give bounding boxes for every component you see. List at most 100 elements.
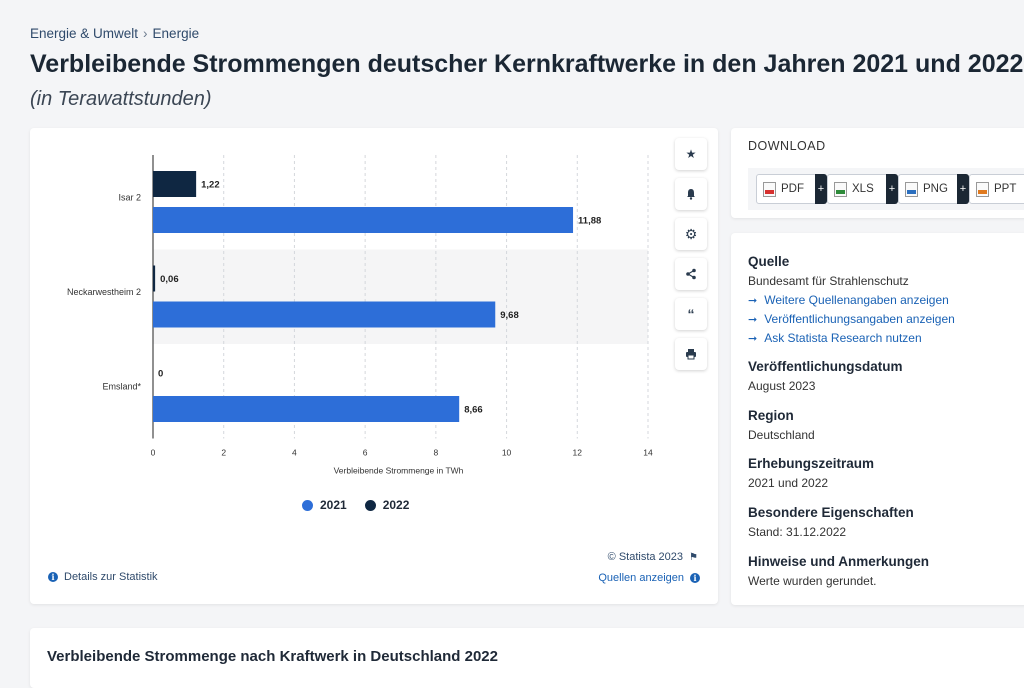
download-buttons: PDF + XLS + PNG + PPT: [748, 168, 1024, 210]
xls-file-icon: [834, 181, 847, 197]
print-icon: [686, 349, 696, 360]
breadcrumb: Energie & Umwelt › Energie: [30, 26, 199, 41]
download-png-button[interactable]: PNG +: [898, 174, 969, 204]
page-subtitle: (in Terawattstunden): [30, 88, 212, 110]
statistic-info-card: Quelle Bundesamt für Strahlenschutz ➞ Wei…: [731, 233, 1024, 605]
survey-period-section: Erhebungszeitraum 2021 und 2022: [748, 456, 874, 495]
star-icon: ★: [685, 147, 697, 161]
publication-info-label: Veröffentlichungsangaben anzeigen: [764, 312, 955, 326]
download-ppt-button[interactable]: PPT: [969, 174, 1024, 204]
publication-info-link[interactable]: ➞ Veröffentlichungsangaben anzeigen: [748, 312, 955, 326]
legend-label-2021: 2021: [320, 498, 347, 512]
download-pdf-button[interactable]: PDF +: [756, 174, 827, 204]
download-xls-button[interactable]: XLS +: [827, 174, 898, 204]
x-tick-label: 2: [221, 448, 226, 458]
plus-icon[interactable]: +: [815, 174, 827, 204]
page-title: Verbleibende Strommengen deutscher Kernk…: [30, 50, 1024, 78]
survey-period-heading: Erhebungszeitraum: [748, 456, 875, 471]
plus-icon[interactable]: +: [957, 174, 969, 204]
bar-2021: [153, 207, 574, 233]
arrow-right-icon: ➞: [748, 313, 758, 326]
sources-link-label: Quellen anzeigen: [598, 572, 684, 584]
ppt-file-icon: [976, 181, 989, 197]
more-sources-label: Weitere Quellenangaben anzeigen: [764, 293, 949, 307]
category-label: Emsland*: [102, 381, 141, 391]
favorite-button[interactable]: ★: [675, 138, 707, 170]
share-button[interactable]: [675, 258, 707, 290]
ask-research-label: Ask Statista Research nutzen: [764, 331, 922, 345]
more-sources-link[interactable]: ➞ Weitere Quellenangaben anzeigen: [748, 293, 955, 307]
x-tick-label: 4: [292, 448, 297, 458]
legend-dot-2022: [364, 499, 376, 511]
copyright-text: © Statista 2023: [607, 551, 684, 563]
region-value: Deutschland: [748, 428, 815, 442]
data-label: 0,06: [160, 274, 179, 285]
region-section: Region Deutschland: [748, 408, 815, 447]
chart-legend: 2021 2022: [302, 498, 409, 512]
data-label: 11,88: [578, 216, 601, 227]
related-statistic-card[interactable]: Verbleibende Strommenge nach Kraftwerk i…: [30, 628, 1024, 688]
x-tick-label: 0: [151, 448, 156, 458]
breadcrumb-separator: ›: [143, 26, 148, 41]
bar-2022: [153, 265, 156, 292]
x-axis-label: Verbleibende Strommenge in TWh: [334, 466, 464, 476]
source-heading: Quelle: [748, 254, 790, 269]
cite-button[interactable]: “: [675, 298, 707, 330]
x-tick-label: 12: [573, 448, 583, 458]
x-tick-label: 14: [643, 448, 653, 458]
share-icon: [686, 268, 696, 280]
notes-heading: Hinweise und Anmerkungen: [748, 554, 930, 569]
category-label: Neckarwestheim 2: [67, 287, 141, 297]
notes-value: Werte wurden gerundet.: [748, 574, 877, 588]
chart-toolbar: ★ ⚙ “: [675, 138, 709, 378]
legend-item-2022[interactable]: 2022: [364, 498, 410, 512]
related-statistic-title: Verbleibende Strommenge nach Kraftwerk i…: [47, 648, 498, 665]
notes-section: Hinweise und Anmerkungen Werte wurden ge…: [748, 554, 929, 593]
category-label: Isar 2: [118, 192, 141, 202]
notification-button[interactable]: [675, 178, 707, 210]
legend-label-2022: 2022: [382, 498, 410, 512]
data-label: 8,66: [464, 405, 483, 416]
ask-research-link[interactable]: ➞ Ask Statista Research nutzen: [748, 331, 955, 345]
print-button[interactable]: [675, 338, 707, 370]
breadcrumb-link-energie-umwelt[interactable]: Energie & Umwelt: [30, 26, 139, 41]
settings-button[interactable]: ⚙: [675, 218, 707, 250]
download-card: DOWNLOAD PDF + XLS + PNG + PPT: [731, 128, 1024, 218]
bar-chart: 0 2 4 6 8 10 12 14 Verbleibende Strommenge in TW…: [67, 155, 653, 476]
pdf-file-icon: [763, 181, 776, 197]
x-tick-label: 8: [433, 448, 438, 458]
bar-2022: [153, 171, 197, 197]
breadcrumb-link-energie[interactable]: Energie: [152, 26, 200, 41]
source-section: Quelle Bundesamt für Strahlenschutz ➞ Wei…: [748, 254, 955, 350]
publication-date-section: Veröffentlichungsdatum August 2023: [748, 359, 903, 398]
statista-copyright[interactable]: © Statista 2023 ⚑: [608, 551, 698, 563]
gear-icon: ⚙: [684, 225, 698, 242]
bell-icon: [687, 189, 695, 200]
details-link-label: Details zur Statistik: [64, 571, 158, 583]
region-heading: Region: [748, 408, 794, 423]
png-file-icon: [905, 181, 918, 197]
arrow-right-icon: ➞: [748, 332, 758, 345]
quote-icon: “: [687, 306, 695, 322]
special-properties-heading: Besondere Eigenschaften: [748, 505, 914, 520]
publication-date-value: August 2023: [748, 379, 816, 393]
download-ppt-label: PPT: [994, 183, 1017, 195]
download-xls-label: XLS: [852, 183, 874, 195]
data-label: 0: [158, 369, 163, 380]
info-icon: i: [48, 572, 58, 582]
flag-icon: ⚑: [689, 551, 698, 563]
chart-card: 0 2 4 6 8 10 12 14 Verbleibende Strommenge in TW…: [30, 128, 718, 604]
legend-dot-2021: [302, 499, 313, 511]
special-properties-section: Besondere Eigenschaften Stand: 31.12.202…: [748, 505, 914, 544]
plus-icon[interactable]: +: [886, 174, 898, 204]
legend-item-2021[interactable]: 2021: [302, 498, 347, 512]
sources-link[interactable]: Quellen anzeigen i: [598, 572, 700, 584]
info-icon: i: [690, 573, 700, 583]
details-link[interactable]: i Details zur Statistik: [48, 571, 158, 583]
x-tick-label: 6: [363, 448, 368, 458]
publication-date-heading: Veröffentlichungsdatum: [748, 359, 903, 374]
survey-period-value: 2021 und 2022: [748, 476, 829, 490]
x-tick-label: 10: [502, 448, 512, 458]
special-properties-value: Stand: 31.12.2022: [748, 525, 847, 539]
download-png-label: PNG: [923, 183, 948, 195]
